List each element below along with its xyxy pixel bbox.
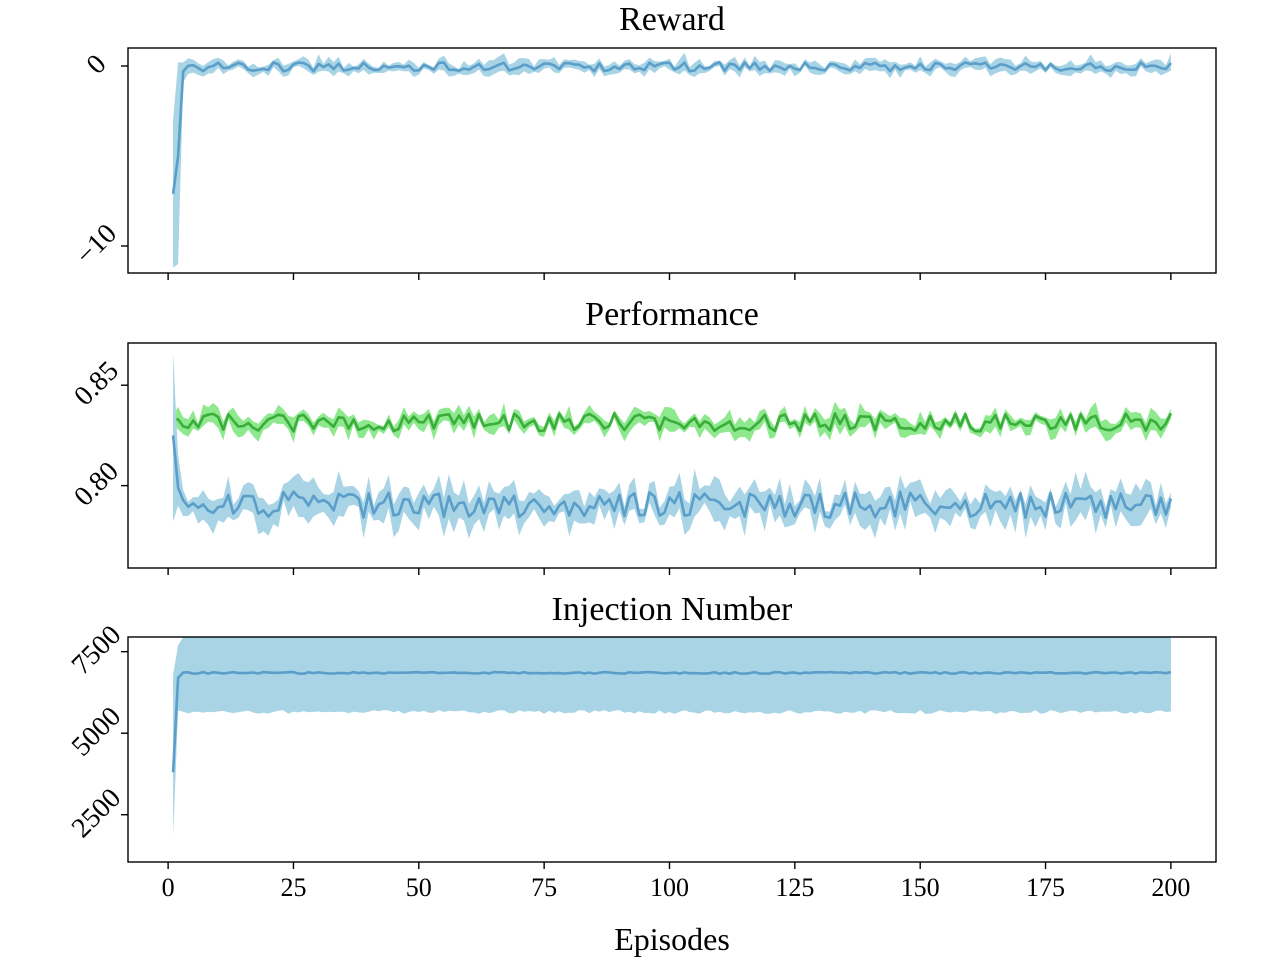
series-1-line	[171, 435, 1173, 520]
y-tick-label: 2500	[66, 782, 128, 844]
y-tick-label: 5000	[66, 701, 128, 763]
series-1-band	[173, 353, 1171, 539]
series-0-line	[171, 61, 1172, 194]
series-0-band	[173, 52, 1171, 268]
x-tick-label: 150	[901, 873, 940, 902]
x-tick-label: 100	[650, 873, 689, 902]
x-tick-label: 200	[1151, 873, 1190, 902]
plot-frame	[127, 342, 1217, 569]
injection-number-title: Injection Number	[552, 591, 793, 628]
y-tick-label: 7500	[66, 619, 128, 681]
reward-panel: −10 0 Reward	[70, 1, 1217, 280]
x-tick-label: 0	[162, 873, 175, 902]
injection-number-panel: 0 25 50 75 100 125 150 175 200 2500 5000 7500 Inject…	[66, 591, 1217, 902]
y-tick-label: 0.80	[68, 456, 125, 513]
performance-panel: 0.80 0.85 Performance	[68, 296, 1217, 575]
y-tick-label: 0	[81, 49, 113, 81]
reward-title: Reward	[619, 1, 725, 38]
x-tick-label: 175	[1026, 873, 1065, 902]
x-tick-label: 75	[531, 873, 557, 902]
y-tick-label: −10	[70, 218, 123, 271]
x-axis-label: Episodes	[614, 921, 730, 957]
y-tick-label: 0.85	[68, 355, 125, 412]
x-tick-label: 25	[280, 873, 306, 902]
x-tick-label: 125	[775, 873, 814, 902]
series-0-band	[173, 637, 1171, 838]
plot-frame	[127, 636, 1217, 863]
performance-title: Performance	[585, 296, 759, 333]
plot-frame	[127, 47, 1217, 274]
series-0-line	[171, 670, 1172, 773]
series-0-line	[173, 411, 1173, 433]
x-tick-label: 50	[406, 873, 432, 902]
